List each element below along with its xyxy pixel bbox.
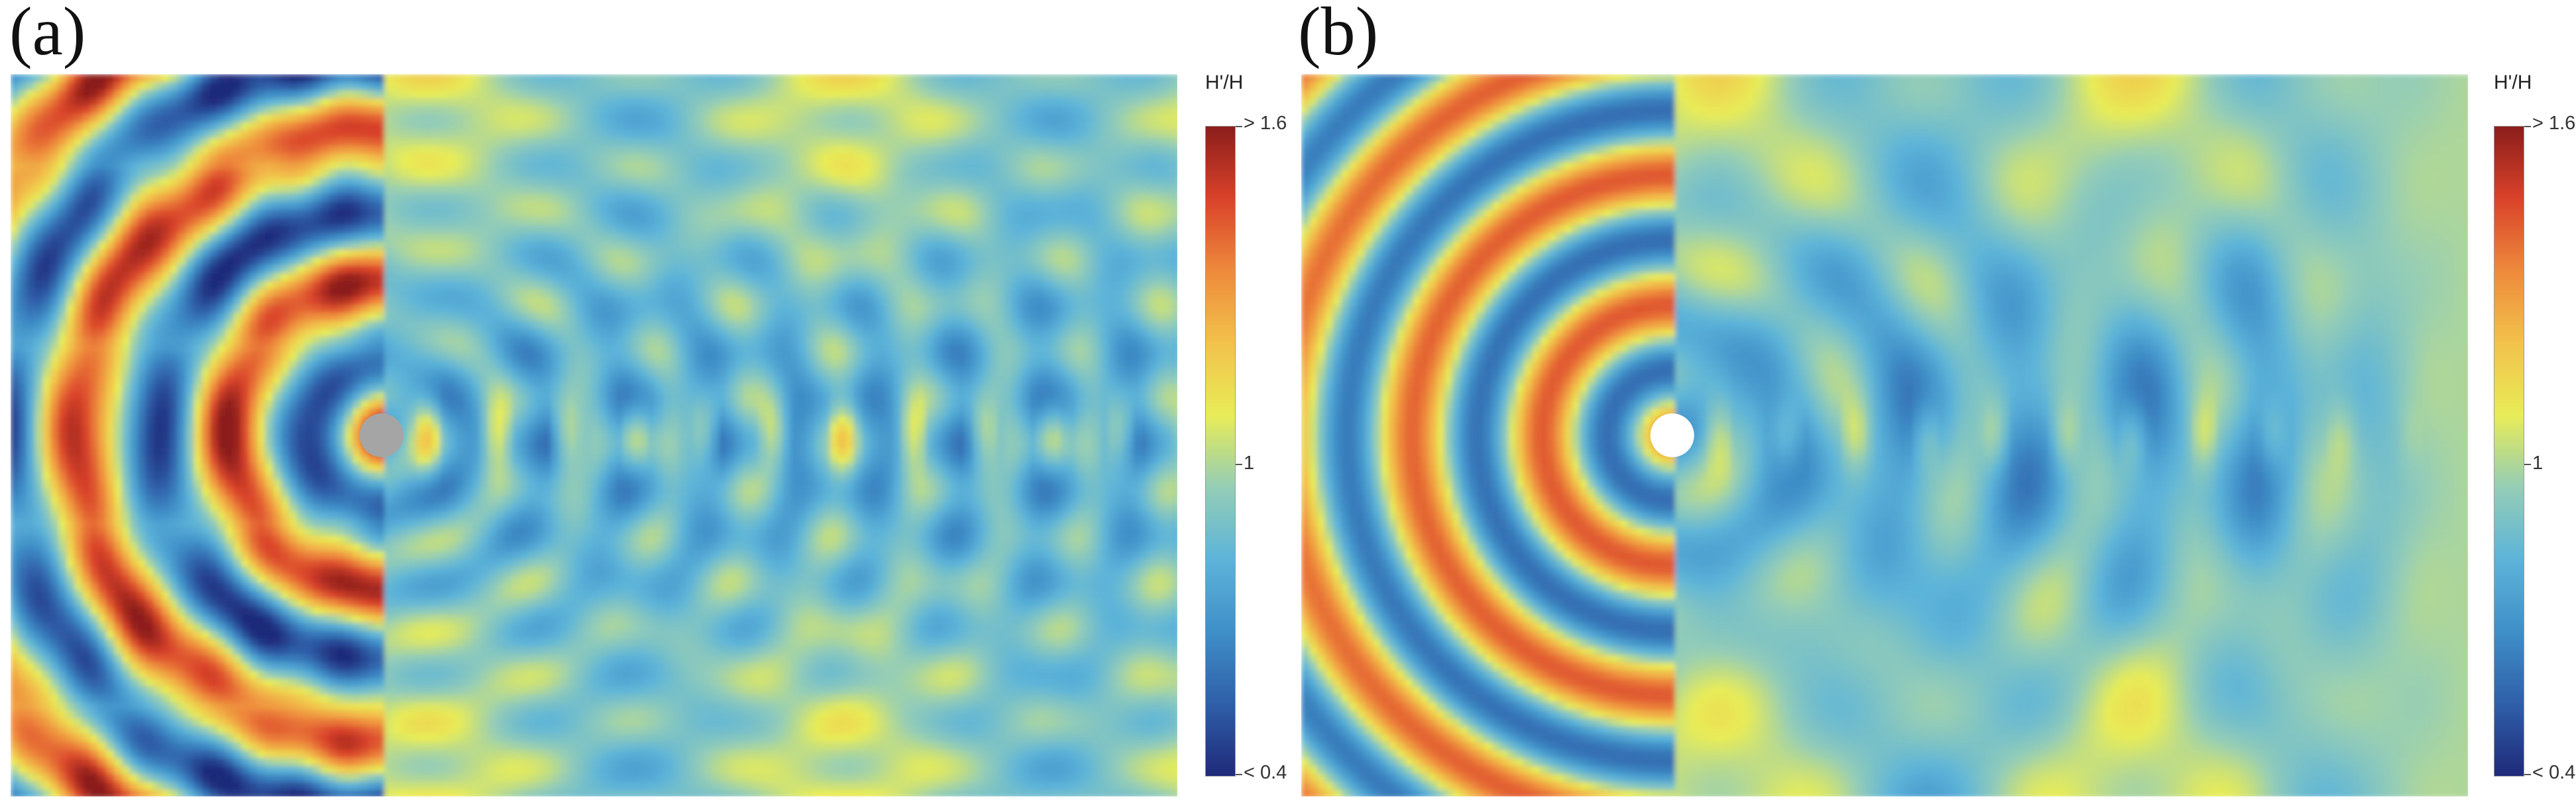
panel-b-colorbar-tick-max	[2524, 126, 2531, 127]
panel-a-heatmap	[11, 74, 1177, 796]
field-cells	[11, 74, 1177, 796]
panel-a-label: (a)	[9, 0, 86, 66]
panel-b-colorbar-min-label: < 0.4	[2532, 762, 2575, 784]
panel-a-colorbar-mid-label: 1	[1244, 453, 1254, 474]
cylinder-obstacle	[1650, 413, 1694, 457]
panel-b-colorbar	[2494, 126, 2524, 777]
colorbar-gradient	[1206, 127, 1235, 776]
wave-height-field	[11, 74, 1177, 796]
panel-a-colorbar	[1205, 126, 1236, 777]
panel-a-colorbar-tick-min	[1236, 774, 1242, 775]
panel-b-colorbar-tick-min	[2524, 774, 2531, 775]
panel-b-colorbar-title: H'/H	[2494, 72, 2532, 94]
panel-b-colorbar-mid-label: 1	[2532, 453, 2543, 474]
panel-b-heatmap	[1301, 74, 2468, 796]
colorbar-gradient	[2494, 127, 2524, 776]
panel-a-colorbar-tick-max	[1236, 126, 1242, 127]
panel-a-colorbar-title: H'/H	[1205, 72, 1243, 94]
wave-height-field	[1301, 74, 2468, 796]
field-cells	[1301, 74, 2468, 796]
panel-a-colorbar-tick-mid	[1236, 464, 1242, 465]
panel-b-colorbar-tick-mid	[2524, 464, 2531, 465]
panel-a-colorbar-min-label: < 0.4	[1244, 762, 1287, 784]
panel-b-colorbar-max-label: > 1.6	[2532, 113, 2575, 135]
panel-b-label: (b)	[1298, 0, 1378, 66]
panel-a-colorbar-max-label: > 1.6	[1244, 113, 1287, 135]
cylinder-obstacle	[359, 413, 404, 457]
